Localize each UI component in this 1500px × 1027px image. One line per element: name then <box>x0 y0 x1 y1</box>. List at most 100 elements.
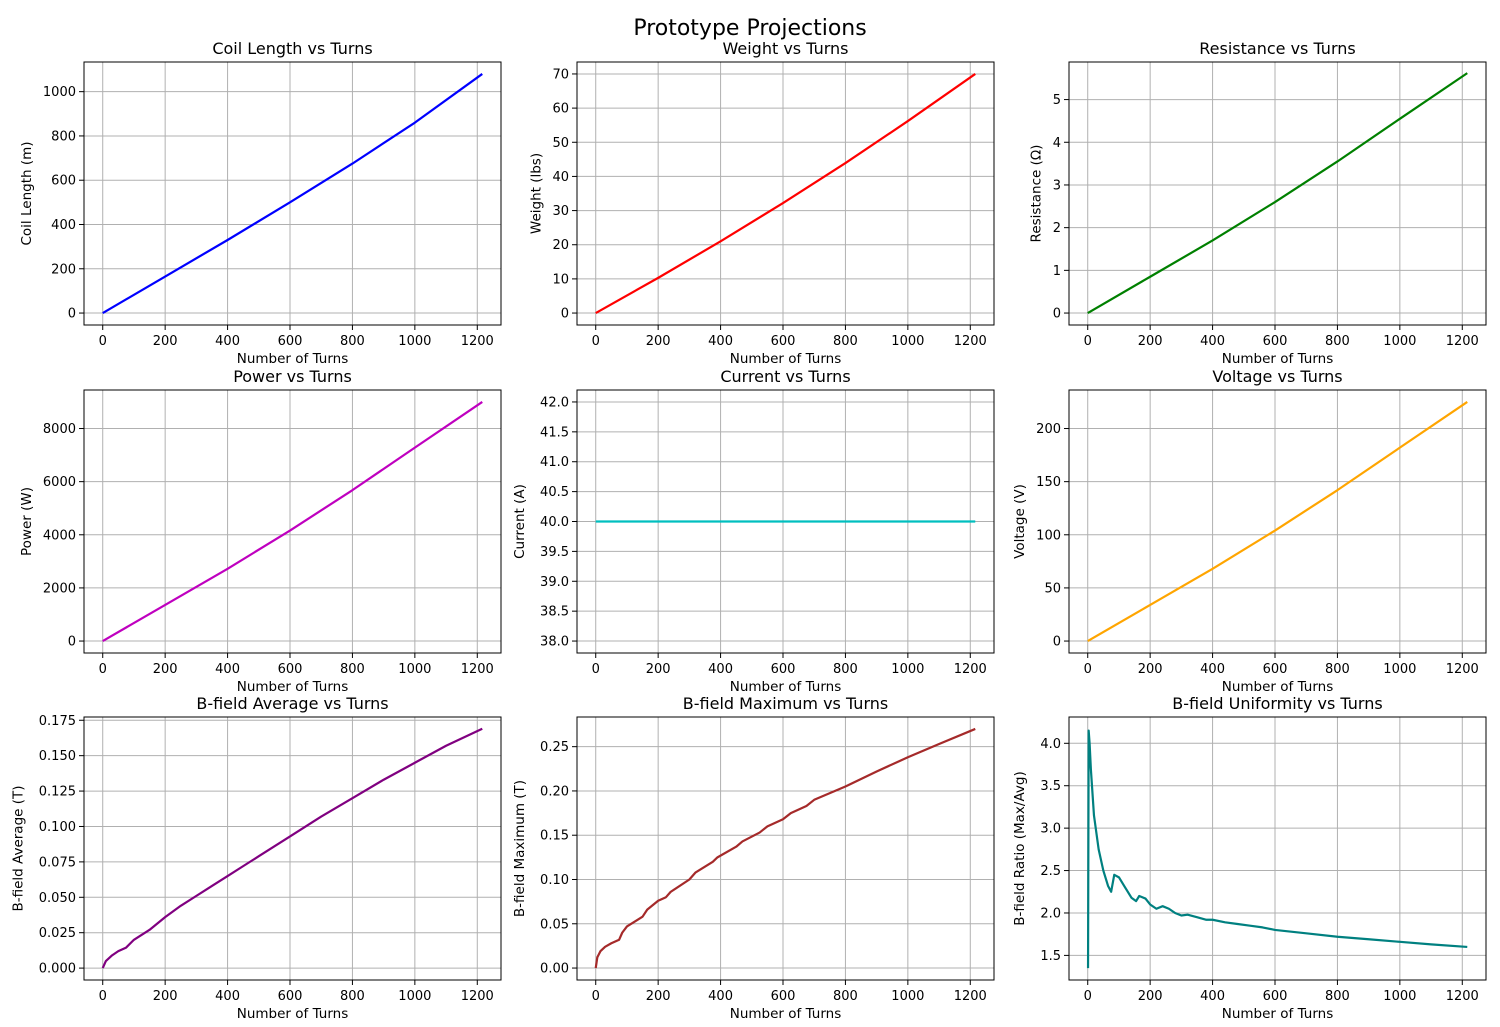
series-line-power <box>102 401 483 643</box>
y-tick-label: 2.0 <box>1040 906 1061 921</box>
y-tick-label: 200 <box>51 262 76 277</box>
y-tick-label: 2 <box>1053 221 1061 236</box>
plot-frame <box>1068 716 1487 981</box>
x-axis-label: Number of Turns <box>730 1006 841 1022</box>
x-tick-label: 600 <box>278 334 303 349</box>
y-tick-label: 0.00 <box>540 962 569 977</box>
x-tick-label: 1000 <box>891 662 924 677</box>
x-tick-label: 1200 <box>954 662 987 677</box>
x-axis-label: Number of Turns <box>237 679 348 695</box>
x-tick-label: 200 <box>153 334 178 349</box>
y-tick-label: 70 <box>552 67 569 82</box>
plot-frame <box>83 716 502 981</box>
y-tick-label: 50 <box>1044 581 1061 596</box>
series-line-voltage <box>1087 401 1468 643</box>
y-tick-label: 0.025 <box>39 926 76 941</box>
x-tick-label: 800 <box>340 989 365 1004</box>
y-tick-label: 0 <box>68 307 76 322</box>
y-tick-label: 20 <box>552 238 569 253</box>
x-tick-label: 0 <box>99 662 107 677</box>
y-tick-label: 0.075 <box>39 855 76 870</box>
series-line-weight <box>595 73 976 315</box>
x-tick-label: 0 <box>1084 662 1092 677</box>
x-tick-label: 1000 <box>891 989 924 1004</box>
x-tick-label: 400 <box>1200 662 1225 677</box>
y-tick-label: 38.0 <box>540 635 569 650</box>
y-axis-label: Resistance (Ω) <box>1029 145 1045 243</box>
x-tick-label: 1000 <box>1383 989 1416 1004</box>
y-axis-label: Weight (lbs) <box>528 153 544 234</box>
x-axis-label: Number of Turns <box>1222 1006 1333 1022</box>
x-tick-label: 400 <box>215 989 240 1004</box>
x-tick-label: 200 <box>153 989 178 1004</box>
x-tick-label: 0 <box>592 334 600 349</box>
x-tick-label: 200 <box>646 662 671 677</box>
x-tick-label: 600 <box>771 662 796 677</box>
x-tick-label: 1200 <box>461 662 494 677</box>
series-line-bavg <box>101 727 483 969</box>
y-tick-label: 200 <box>1036 422 1061 437</box>
subplot-title: Resistance vs Turns <box>1199 39 1355 58</box>
subplot-coil: 0 200 400 600 800 1000 1200 0 200 400 600 800 1000 Co… <box>19 39 502 367</box>
y-tick-label: 5 <box>1053 93 1061 108</box>
y-axis-label: B-field Maximum (T) <box>512 780 528 917</box>
x-tick-label: 800 <box>340 662 365 677</box>
y-tick-label: 10 <box>552 272 569 287</box>
y-axis-label: Current (A) <box>512 484 528 559</box>
series-line-coil <box>102 73 483 314</box>
y-tick-label: 800 <box>51 129 76 144</box>
x-tick-label: 1200 <box>461 334 494 349</box>
y-tick-label: 0.25 <box>540 740 569 755</box>
y-tick-label: 0.100 <box>39 820 76 835</box>
x-axis-label: Number of Turns <box>1222 351 1333 367</box>
figure-title: Prototype Projections <box>633 16 867 41</box>
x-tick-label: 1000 <box>891 334 924 349</box>
x-tick-label: 200 <box>1138 989 1163 1004</box>
plot-frame <box>83 61 502 326</box>
x-tick-label: 0 <box>1084 334 1092 349</box>
x-tick-label: 0 <box>99 989 107 1004</box>
y-tick-label: 39.0 <box>540 575 569 590</box>
x-tick-label: 0 <box>592 989 600 1004</box>
x-tick-label: 400 <box>708 662 733 677</box>
x-tick-label: 400 <box>708 334 733 349</box>
y-tick-label: 4000 <box>43 528 76 543</box>
x-tick-label: 1200 <box>1446 662 1479 677</box>
y-tick-label: 0.20 <box>540 784 569 799</box>
x-tick-label: 200 <box>153 662 178 677</box>
y-tick-label: 1.5 <box>1040 949 1061 964</box>
subplot-power: 0 200 400 600 800 1000 1200 0 2000 4000 6000 8000 Po… <box>19 367 502 695</box>
subplot-weight: 0 200 400 600 800 1000 1200 0 10 20 30 40 50 60 70 Weig… <box>528 39 995 367</box>
y-axis-label: Coil Length (m) <box>19 141 35 245</box>
y-tick-label: 3.5 <box>1040 779 1061 794</box>
y-tick-label: 600 <box>51 174 76 189</box>
y-tick-label: 40.5 <box>540 485 569 500</box>
plot-frame <box>576 61 995 326</box>
x-tick-label: 0 <box>1084 989 1092 1004</box>
y-tick-label: 0.000 <box>39 962 76 977</box>
y-tick-label: 4 <box>1053 136 1061 151</box>
y-tick-label: 6000 <box>43 475 76 490</box>
x-tick-label: 1200 <box>1446 989 1479 1004</box>
y-tick-label: 0 <box>1053 307 1061 322</box>
x-tick-label: 0 <box>99 334 107 349</box>
x-tick-label: 1000 <box>398 989 431 1004</box>
x-tick-label: 800 <box>1325 662 1350 677</box>
y-tick-label: 0 <box>561 307 569 322</box>
subplot-current: 0 200 400 600 800 1000 1200 38.0 38.5 39.0 39.5 40.… <box>512 367 995 695</box>
y-tick-label: 3.0 <box>1040 822 1061 837</box>
subplot-title: B-field Maximum vs Turns <box>683 694 888 713</box>
x-tick-label: 1200 <box>954 989 987 1004</box>
subplot-title: Power vs Turns <box>233 367 352 386</box>
y-axis-label: B-field Average (T) <box>11 785 27 911</box>
x-tick-label: 1200 <box>954 334 987 349</box>
x-tick-label: 800 <box>833 662 858 677</box>
y-tick-label: 0 <box>68 635 76 650</box>
y-tick-label: 3 <box>1053 178 1061 193</box>
y-tick-label: 150 <box>1036 475 1061 490</box>
x-tick-label: 600 <box>1263 334 1288 349</box>
x-tick-label: 200 <box>1138 662 1163 677</box>
y-tick-label: 38.5 <box>540 605 569 620</box>
x-tick-label: 400 <box>215 662 240 677</box>
x-tick-label: 1000 <box>398 334 431 349</box>
